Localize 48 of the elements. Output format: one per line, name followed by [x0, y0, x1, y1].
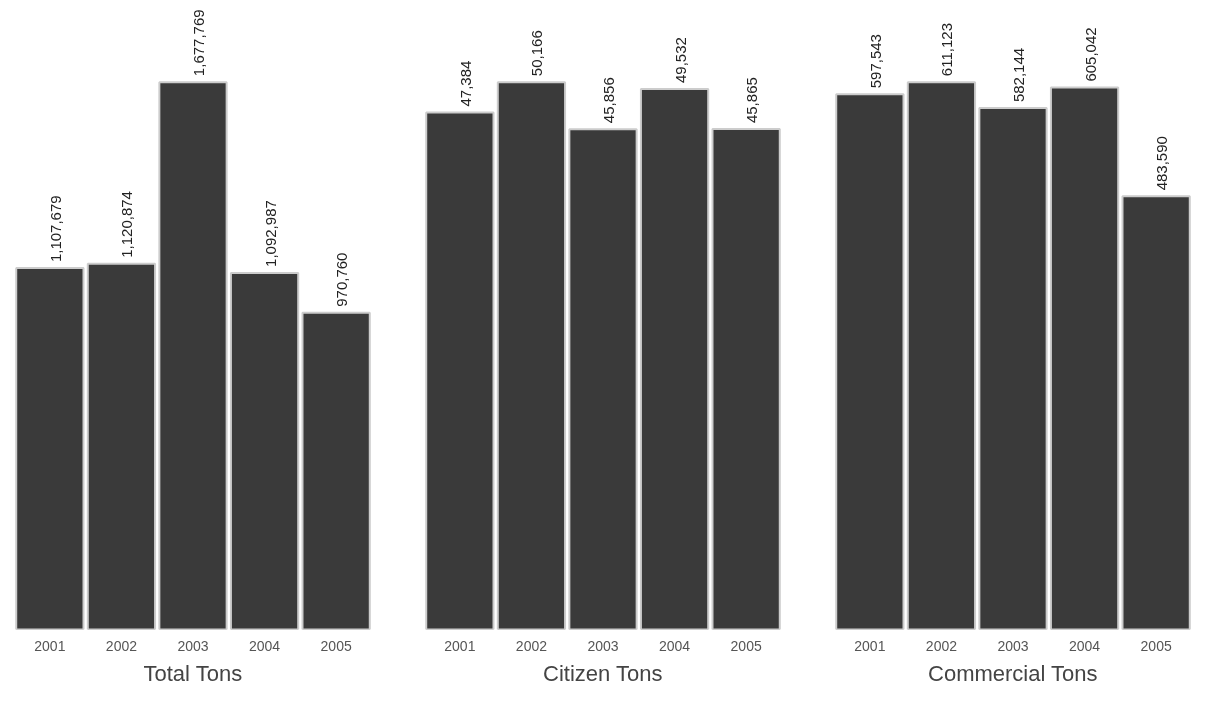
x-tick-label: 2004 [659, 637, 691, 654]
data-label: 970,760 [333, 252, 351, 307]
data-label: 605,042 [1081, 27, 1099, 82]
x-tick-label: 2005 [730, 637, 762, 654]
x-tick-label: 2001 [34, 637, 66, 654]
data-label: 1,677,769 [190, 9, 207, 77]
bar [158, 81, 228, 630]
x-tick-label: 2004 [1069, 637, 1101, 654]
data-label: 47,384 [456, 60, 474, 107]
bar [639, 88, 710, 630]
bar [425, 111, 495, 630]
x-tick-label: 2001 [854, 637, 886, 654]
data-label: 1,107,679 [46, 195, 64, 263]
x-tick-label: 2005 [320, 637, 352, 654]
bar [1121, 195, 1191, 630]
bar [978, 107, 1048, 630]
data-label: 45,856 [600, 77, 617, 124]
x-tick-label: 2002 [515, 637, 548, 654]
data-label: 597,543 [866, 34, 884, 89]
x-tick-label: 2005 [1140, 637, 1172, 654]
text: Total Tons [143, 660, 243, 686]
data-label: 582,144 [1010, 47, 1027, 103]
bar [86, 262, 157, 630]
data-label: 45,865 [743, 77, 761, 124]
data-label: 611,123 [938, 23, 956, 77]
data-label: 1,092,987 [261, 200, 279, 267]
x-tick-label: 2003 [587, 637, 619, 654]
data-label: 483,590 [1153, 136, 1171, 191]
data-label: 1,120,874 [118, 191, 136, 258]
bar [496, 81, 567, 630]
x-tick-label: 2003 [177, 637, 209, 654]
bar [301, 311, 371, 630]
data-label: 50,166 [528, 30, 546, 77]
x-tick-label: 2003 [997, 637, 1029, 654]
bar [835, 93, 905, 630]
bar [229, 271, 300, 630]
x-tick-label: 2002 [105, 637, 138, 654]
x-tick-label: 2002 [925, 637, 958, 654]
x-tick-label: 2004 [249, 637, 281, 654]
bar [1049, 86, 1120, 630]
text: Citizen Tons [543, 660, 663, 686]
bar [15, 267, 85, 630]
x-tick-label: 2001 [444, 637, 476, 654]
text: Commercial Tons [928, 660, 1098, 686]
bar [568, 128, 638, 630]
data-label: 49,532 [671, 37, 689, 84]
bar [711, 128, 781, 630]
bar [906, 81, 977, 630]
